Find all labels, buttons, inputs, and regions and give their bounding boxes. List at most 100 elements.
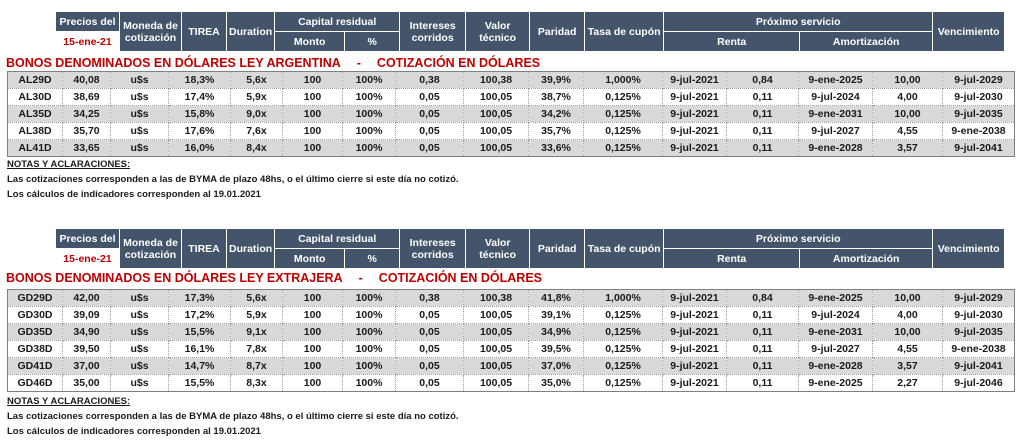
cell-ticker: AL38D [7, 122, 63, 140]
col-header-tasa-cupon: Tasa de cupón [584, 228, 665, 269]
cell-renta-fecha: 9-jul-2021 [662, 306, 727, 324]
col-header-moneda: Moneda de cotización [119, 11, 182, 52]
cell-duration: 5,6x [230, 71, 283, 89]
section-title-ley-extranjera: BONOS DENOMINADOS EN DÓLARES LEY EXTRAJE… [6, 271, 542, 285]
cell-tasa-cupon: 0,125% [583, 323, 663, 341]
cell-tasa-cupon: 0,125% [583, 357, 663, 375]
note-line-quotes: Las cotizaciones corresponden a las de B… [7, 411, 459, 422]
col-header-amortizacion: Amortización [799, 31, 934, 52]
bond-row: GD29D 42,00 u$s 17,3% 5,6x 100 100% 0,38 100,38 4… [7, 289, 1015, 307]
cell-vencimiento: 9-jul-2029 [942, 289, 1015, 307]
cell-precio: 39,09 [62, 306, 111, 324]
notes-heading: NOTAS Y ACLARACIONES: [7, 159, 131, 170]
section-title-ley-argentina: BONOS DENOMINADOS EN DÓLARES LEY ARGENTI… [6, 56, 540, 70]
bond-row: AL30D 38,69 u$s 17,4% 5,9x 100 100% 0,05 100,05 3… [7, 88, 1015, 106]
cell-duration: 8,3x [230, 374, 283, 392]
cell-tirea: 16,1% [168, 340, 231, 358]
col-header-valor-tecnico: Valor técnico [465, 11, 531, 52]
bonds-table-ley-extranjera: GD29D 42,00 u$s 17,3% 5,6x 100 100% 0,38 100,38 4… [7, 289, 1015, 392]
cell-precio: 42,00 [62, 289, 111, 307]
cell-capital-monto: 100 [282, 374, 343, 392]
cell-vencimiento: 9-jul-2035 [942, 105, 1015, 123]
bond-row: GD38D 39,50 u$s 16,1% 7,8x 100 100% 0,05 100,05 3… [7, 340, 1015, 358]
cell-ticker: GD29D [7, 289, 63, 307]
cell-paridad: 39,5% [528, 340, 584, 358]
col-header-moneda: Moneda de cotización [119, 228, 182, 269]
cell-ticker: GD30D [7, 306, 63, 324]
cell-amortizacion-fecha: 9-ene-2025 [798, 374, 873, 392]
cell-renta-fecha: 9-jul-2021 [662, 374, 727, 392]
cell-valor-tecnico: 100,05 [463, 122, 529, 140]
cell-capital-pct: 100% [342, 88, 396, 106]
cell-moneda: u$s [110, 122, 169, 140]
col-header-tirea: TIREA [181, 11, 227, 52]
column-header-table-extranjera: Precios del Moneda de cotización TIREA D… [55, 228, 1006, 269]
col-header-precios: Precios del [55, 228, 120, 249]
cell-renta-fecha: 9-jul-2021 [662, 323, 727, 341]
cell-renta-monto: 0,11 [726, 139, 799, 157]
cell-intereses-corridos: 0,05 [395, 357, 464, 375]
cell-capital-monto: 100 [282, 306, 343, 324]
cell-ticker: AL35D [7, 105, 63, 123]
cell-capital-pct: 100% [342, 374, 396, 392]
cell-duration: 5,9x [230, 88, 283, 106]
cell-paridad: 35,0% [528, 374, 584, 392]
cell-valor-tecnico: 100,05 [463, 340, 529, 358]
cell-valor-tecnico: 100,05 [463, 374, 529, 392]
col-header-capital-residual: Capital residual [274, 228, 401, 249]
cell-vencimiento: 9-jul-2030 [942, 306, 1015, 324]
cell-paridad: 39,9% [528, 71, 584, 89]
cell-intereses-corridos: 0,38 [395, 289, 464, 307]
bond-row: AL29D 40,08 u$s 18,3% 5,6x 100 100% 0,38 100,38 3… [7, 71, 1015, 89]
cell-moneda: u$s [110, 289, 169, 307]
bond-row: AL35D 34,25 u$s 15,8% 9,0x 100 100% 0,05 100,05 3… [7, 105, 1015, 123]
cell-duration: 5,9x [230, 306, 283, 324]
cell-tirea: 15,8% [168, 105, 231, 123]
cell-precio: 39,50 [62, 340, 111, 358]
cell-moneda: u$s [110, 88, 169, 106]
cell-duration: 8,4x [230, 139, 283, 157]
cell-paridad: 38,7% [528, 88, 584, 106]
cell-paridad: 34,9% [528, 323, 584, 341]
cell-precio: 33,65 [62, 139, 111, 157]
cell-vencimiento: 9-jul-2041 [942, 357, 1015, 375]
cell-amortizacion-monto: 10,00 [872, 71, 943, 89]
cell-tirea: 17,4% [168, 88, 231, 106]
cell-renta-monto: 0,11 [726, 357, 799, 375]
price-date-cell: 15-ene-21 [55, 31, 120, 52]
col-header-pct: % [344, 31, 401, 52]
cell-tirea: 14,7% [168, 357, 231, 375]
col-header-proximo-servicio: Próximo servicio [663, 11, 934, 32]
cell-capital-monto: 100 [282, 105, 343, 123]
cell-precio: 34,25 [62, 105, 111, 123]
cell-renta-monto: 0,84 [726, 71, 799, 89]
cell-moneda: u$s [110, 306, 169, 324]
bonds-table-ley-argentina: AL29D 40,08 u$s 18,3% 5,6x 100 100% 0,38 100,38 3… [7, 71, 1015, 157]
cell-tasa-cupon: 1,000% [583, 289, 663, 307]
cell-renta-monto: 0,11 [726, 340, 799, 358]
cell-tasa-cupon: 0,125% [583, 340, 663, 358]
cell-renta-monto: 0,11 [726, 323, 799, 341]
cell-amortizacion-monto: 3,57 [872, 357, 943, 375]
cell-ticker: AL41D [7, 139, 63, 157]
cell-capital-monto: 100 [282, 139, 343, 157]
cell-vencimiento: 9-ene-2038 [942, 122, 1015, 140]
col-header-proximo-servicio: Próximo servicio [663, 228, 934, 249]
cell-amortizacion-monto: 2,27 [872, 374, 943, 392]
cell-intereses-corridos: 0,05 [395, 323, 464, 341]
cell-vencimiento: 9-jul-2035 [942, 323, 1015, 341]
cell-tirea: 17,2% [168, 306, 231, 324]
cell-paridad: 34,2% [528, 105, 584, 123]
cell-tasa-cupon: 0,125% [583, 306, 663, 324]
cell-moneda: u$s [110, 323, 169, 341]
bond-row: AL41D 33,65 u$s 16,0% 8,4x 100 100% 0,05 100,05 3… [7, 139, 1015, 157]
cell-intereses-corridos: 0,05 [395, 374, 464, 392]
cell-tasa-cupon: 0,125% [583, 122, 663, 140]
price-date-cell: 15-ene-21 [55, 248, 120, 269]
cell-ticker: GD35D [7, 323, 63, 341]
cell-ticker: AL29D [7, 71, 63, 89]
cell-intereses-corridos: 0,05 [395, 88, 464, 106]
cell-capital-pct: 100% [342, 306, 396, 324]
cell-renta-monto: 0,11 [726, 105, 799, 123]
cell-paridad: 41,8% [528, 289, 584, 307]
